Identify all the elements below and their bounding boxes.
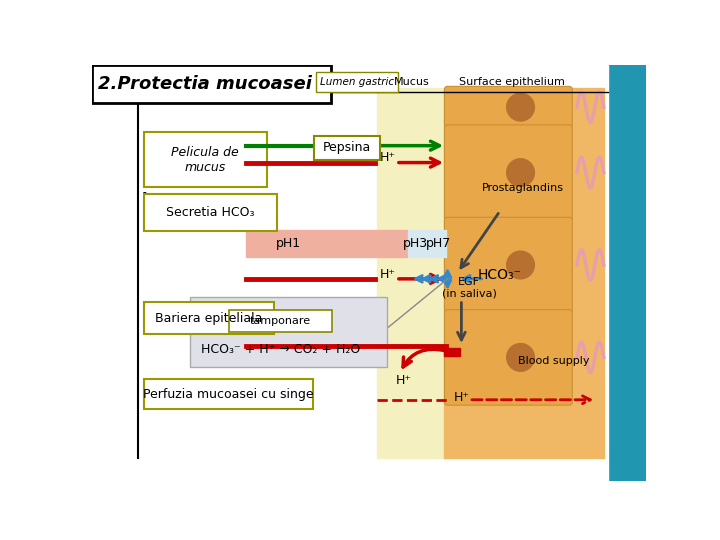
Text: b: b [142, 192, 154, 210]
Text: d: d [142, 381, 154, 399]
Bar [444, 88, 604, 457]
Text: H⁺: H⁺ [379, 268, 396, 281]
Text: tamponare: tamponare [250, 316, 311, 326]
FancyBboxPatch shape [229, 310, 332, 332]
Text: Lumen gastric: Lumen gastric [320, 77, 394, 87]
Text: Blood supply: Blood supply [518, 356, 590, 366]
FancyBboxPatch shape [92, 65, 330, 103]
FancyBboxPatch shape [444, 86, 572, 128]
Text: HCO₃⁻: HCO₃⁻ [478, 268, 522, 282]
FancyBboxPatch shape [314, 137, 379, 159]
Text: H⁺: H⁺ [396, 374, 412, 387]
Text: c: c [142, 300, 152, 318]
Bar [246, 231, 408, 257]
Text: H⁺: H⁺ [454, 391, 469, 404]
Text: Pelicula de
mucus: Pelicula de mucus [171, 145, 239, 173]
Text: Secretia HCO₃: Secretia HCO₃ [166, 206, 255, 219]
FancyBboxPatch shape [144, 132, 266, 187]
FancyBboxPatch shape [144, 379, 312, 409]
Circle shape [507, 251, 534, 279]
Bar [377, 88, 444, 457]
Text: pH3: pH3 [402, 237, 428, 250]
FancyBboxPatch shape [444, 217, 572, 313]
Text: HCO₃⁻ + H⁺ → CO₂ + H₂O: HCO₃⁻ + H⁺ → CO₂ + H₂O [201, 343, 360, 356]
Bar [608, 65, 647, 481]
Text: Prostaglandins: Prostaglandins [482, 183, 564, 193]
Text: pH7: pH7 [426, 237, 451, 250]
Text: H⁺: H⁺ [379, 151, 396, 165]
FancyBboxPatch shape [144, 194, 276, 231]
FancyBboxPatch shape [444, 125, 572, 220]
Text: EGF
(in saliva): EGF (in saliva) [441, 278, 497, 299]
Text: 2.Protectia mucoasei: 2.Protectia mucoasei [98, 75, 312, 93]
Circle shape [507, 159, 534, 186]
FancyBboxPatch shape [144, 302, 274, 334]
Text: Pepsina: Pepsina [323, 141, 371, 154]
Bar [444, 348, 460, 356]
FancyBboxPatch shape [316, 72, 398, 92]
Bar [408, 231, 446, 257]
Text: a: a [142, 130, 153, 148]
Text: Surface epithelium: Surface epithelium [459, 77, 564, 87]
FancyBboxPatch shape [189, 298, 387, 367]
Circle shape [507, 343, 534, 372]
Text: pH1: pH1 [276, 237, 301, 250]
Circle shape [507, 93, 534, 121]
Text: Mucus: Mucus [393, 77, 429, 87]
Text: Perfuzia mucoasei cu singe: Perfuzia mucoasei cu singe [143, 388, 313, 401]
Text: Bariera epiteliala: Bariera epiteliala [155, 312, 263, 325]
FancyBboxPatch shape [444, 309, 572, 405]
